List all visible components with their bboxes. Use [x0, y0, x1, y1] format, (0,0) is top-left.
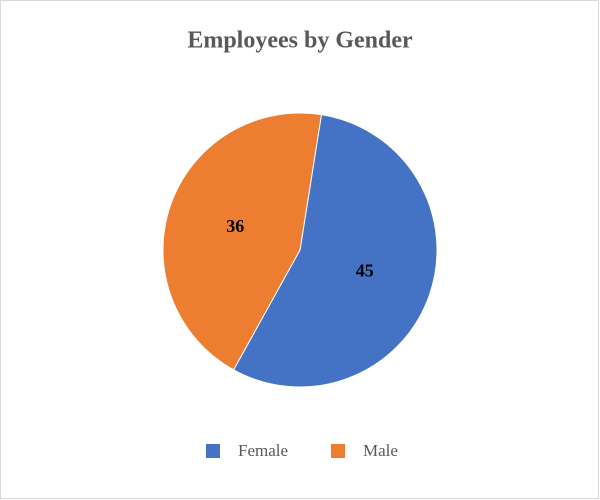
legend-label: Male	[363, 441, 398, 460]
pie-slice	[162, 112, 323, 371]
chart-title: Employees by Gender	[187, 28, 413, 54]
data-label: 36	[226, 216, 244, 236]
data-label: 45	[356, 260, 374, 280]
legend-label: Female	[238, 441, 288, 460]
legend-swatch	[206, 444, 220, 458]
legend-swatch	[331, 444, 345, 458]
pie-slice	[232, 114, 438, 388]
